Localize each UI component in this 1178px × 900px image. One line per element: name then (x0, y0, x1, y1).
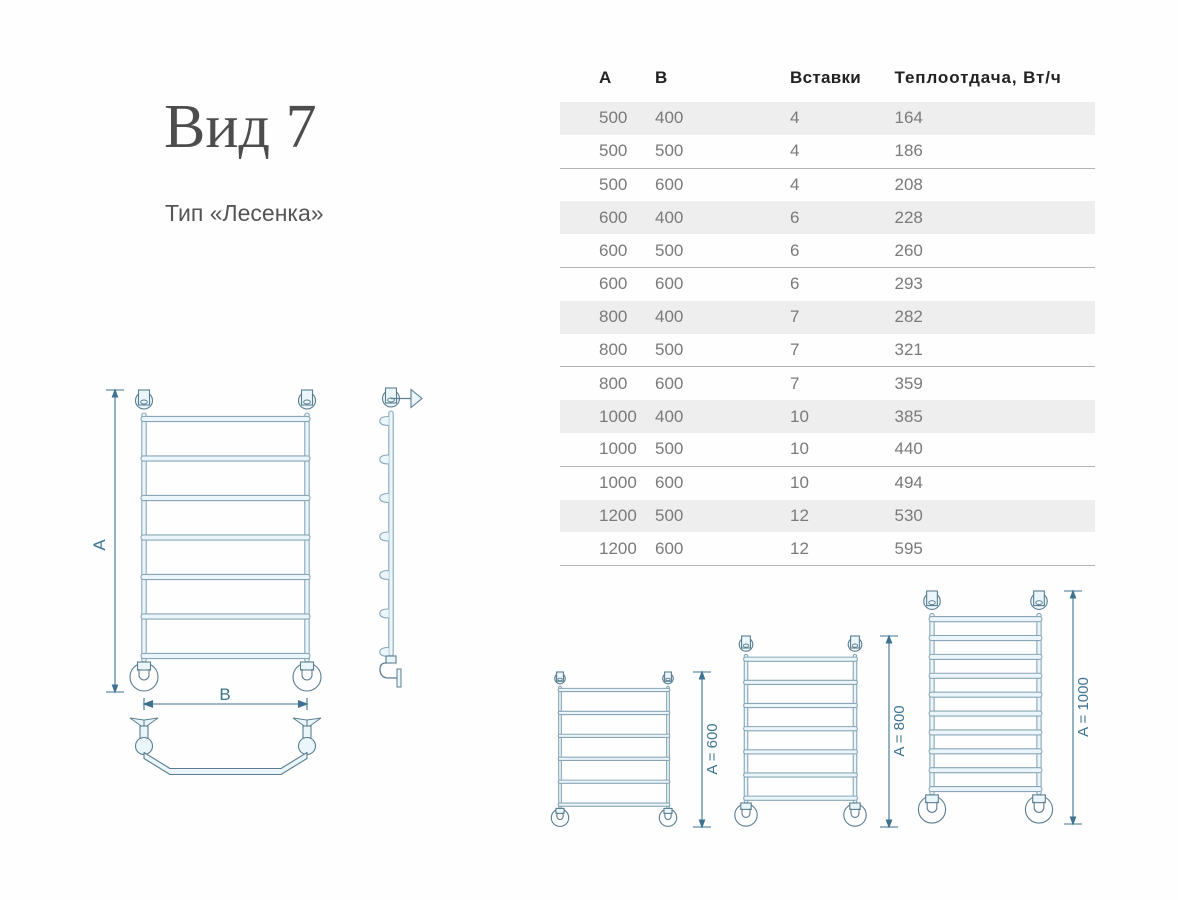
svg-text:A = 600: A = 600 (704, 723, 721, 774)
svg-text:A = 800: A = 800 (891, 705, 908, 756)
svg-text:B: B (219, 685, 230, 704)
svg-text:A = 1000: A = 1000 (1075, 677, 1092, 737)
svg-text:A: A (90, 539, 109, 551)
